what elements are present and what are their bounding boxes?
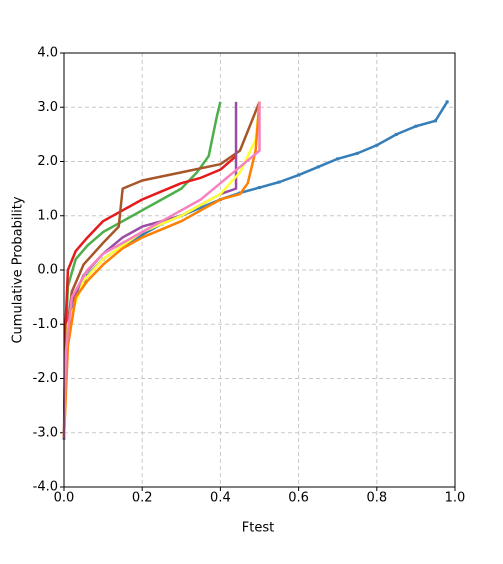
marker (336, 157, 340, 161)
marker (414, 124, 418, 128)
marker (199, 206, 203, 210)
y-tick-label: -2.0 (33, 371, 58, 386)
y-tick-label: -3.0 (33, 425, 58, 440)
x-tick-label: 0.4 (210, 491, 231, 506)
marker (445, 100, 449, 104)
x-axis-label: Ftest (242, 521, 274, 536)
y-tick-label: 0.0 (37, 263, 58, 278)
marker (316, 165, 320, 169)
marker (433, 119, 437, 123)
y-axis-label: Cumulative Probability (11, 196, 26, 343)
marker (394, 132, 398, 136)
x-tick-label: 0.0 (54, 491, 75, 506)
x-tick-label: 1.0 (445, 491, 466, 506)
x-tick-label: 0.8 (366, 491, 387, 506)
series-line (62, 101, 261, 439)
marker (140, 233, 144, 237)
marker (258, 186, 261, 190)
marker (355, 151, 359, 155)
series-line (62, 101, 222, 439)
y-tick-label: -1.0 (33, 317, 58, 332)
y-tick-label: -4.0 (33, 480, 58, 495)
marker (375, 143, 379, 147)
marker (297, 173, 301, 177)
y-tick-label: 1.0 (37, 208, 58, 223)
y-tick-label: 3.0 (37, 100, 58, 115)
x-tick-label: 0.2 (132, 491, 153, 506)
marker (277, 180, 281, 184)
plot-border (63, 52, 456, 488)
series-line (62, 101, 261, 439)
x-tick-label: 0.6 (288, 491, 309, 506)
y-tick-label: 4.0 (37, 46, 58, 61)
series-line (62, 155, 237, 439)
y-tick-label: 2.0 (37, 154, 58, 169)
